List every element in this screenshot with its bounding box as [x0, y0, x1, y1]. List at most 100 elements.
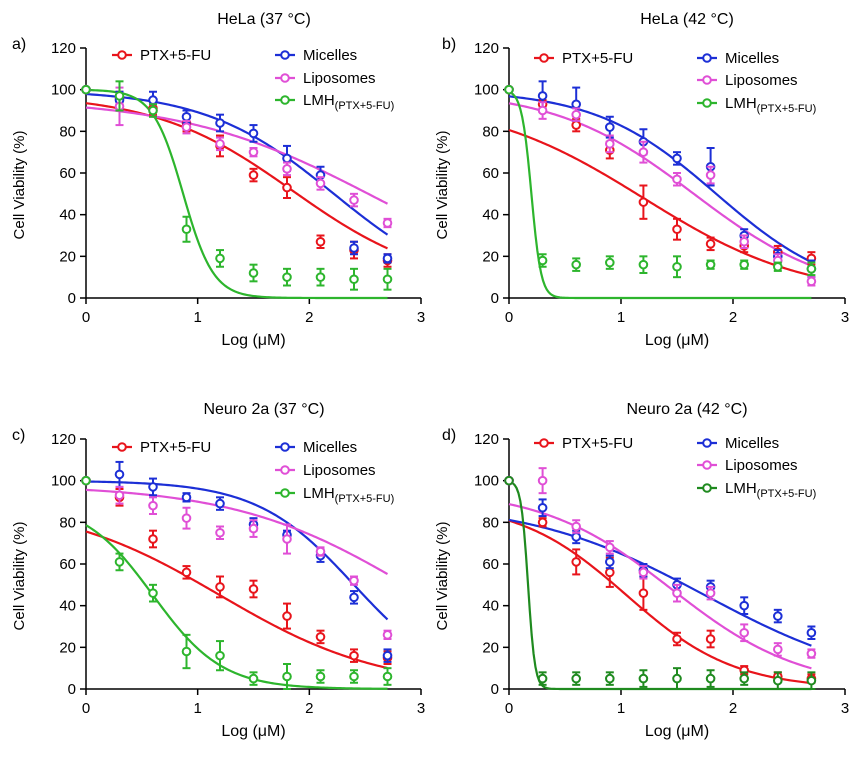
legend-swatch-marker [280, 73, 290, 83]
legend-label: Micelles [725, 435, 779, 452]
chart-panel-1: HeLa (37 °C) a) 0 20 40 60 80 100 120 0 1 2 3 Log (μM… [11, 11, 425, 349]
legend-label: Liposomes [725, 457, 798, 474]
data-point [114, 91, 125, 101]
series-liposomes [504, 84, 817, 287]
fit-curve-ptx-5-fu [85, 102, 388, 250]
data-point [605, 122, 615, 132]
data-point [571, 99, 582, 110]
fit-curve-ptx-5-fu [85, 530, 388, 670]
data-point [282, 272, 292, 282]
data-point [248, 268, 259, 278]
data-point [806, 648, 817, 659]
data-point [148, 482, 158, 492]
data-point [282, 534, 292, 544]
legend-label: Liposomes [303, 462, 376, 479]
data-point [705, 259, 716, 270]
legend-item: PTX+5-FU [112, 47, 211, 64]
data-point [672, 261, 682, 272]
data-point [215, 118, 225, 128]
x-axis-label: Log (μM) [221, 332, 285, 349]
data-point [537, 502, 548, 513]
data-point [705, 673, 716, 684]
data-point [537, 255, 548, 266]
data-point [739, 600, 750, 611]
data-point [181, 111, 192, 122]
x-tick-label: 1 [617, 309, 625, 326]
legend-label: LMH(PTX+5-FU) [725, 95, 816, 115]
legend-item: Liposomes [697, 457, 798, 474]
data-point [148, 105, 158, 116]
data-point [571, 120, 582, 130]
data-point [382, 218, 393, 228]
fit-curve-liposomes [508, 503, 812, 670]
fit-curve-micelles [508, 95, 812, 263]
data-point [181, 492, 192, 503]
legend-label: PTX+5-FU [562, 50, 633, 67]
chart-title: HeLa (37 °C) [217, 11, 311, 28]
y-axis-label: Cell Viability (%) [11, 131, 28, 240]
data-point [739, 259, 750, 270]
y-tick-label: 40 [482, 207, 499, 224]
data-point [81, 84, 91, 95]
data-point [215, 582, 225, 592]
series-lmh [504, 475, 817, 690]
data-point [605, 567, 615, 578]
y-tick-label: 0 [491, 681, 499, 698]
legend-label: LMH(PTX+5-FU) [725, 480, 816, 500]
legend-label-text: Liposomes [303, 70, 376, 87]
chart-panel-3: Neuro 2a (37 °C) c) 0 20 40 60 80 100 120 0 1 2 3 Log… [11, 401, 425, 740]
data-point [672, 588, 682, 598]
legend-label: LMH(PTX+5-FU) [303, 485, 394, 505]
data-point [605, 139, 615, 149]
data-point [672, 673, 682, 684]
legend-item: LMH(PTX+5-FU) [275, 92, 394, 112]
legend-item: Liposomes [275, 70, 376, 87]
fit-curve-ptx-5-fu [508, 519, 812, 685]
data-point [672, 634, 682, 644]
data-point [773, 261, 783, 272]
data-point [148, 95, 158, 105]
legend-label-text: Micelles [303, 47, 357, 64]
y-tick-label: 100 [474, 82, 499, 99]
data-point [114, 490, 125, 501]
data-point [537, 91, 548, 101]
legend-label: Liposomes [303, 70, 376, 87]
y-tick-label: 40 [59, 598, 76, 615]
legend-swatch-marker [280, 442, 290, 452]
data-point [504, 84, 514, 95]
legend-swatch-marker [117, 50, 127, 60]
data-point [672, 174, 682, 185]
y-tick-label: 40 [482, 598, 499, 615]
chart-title: HeLa (42 °C) [640, 11, 734, 28]
data-point [571, 109, 582, 120]
y-tick-label: 80 [59, 123, 76, 140]
data-point [181, 224, 192, 235]
data-point [705, 588, 716, 598]
data-point [215, 139, 225, 149]
y-tick-label: 0 [491, 290, 499, 307]
legend-swatch-marker [702, 98, 712, 108]
fit-curve-micelles [85, 480, 389, 621]
data-point [638, 673, 649, 684]
legend-item: LMH(PTX+5-FU) [275, 485, 394, 505]
x-tick-label: 3 [417, 309, 425, 326]
chart-panel-2: HeLa (42 °C) b) 0 20 40 60 80 100 120 0 1 2 3 Log (μM… [434, 11, 849, 349]
y-axis-label: Cell Viability (%) [434, 131, 451, 240]
x-tick-label: 2 [305, 309, 313, 326]
data-point [382, 671, 393, 682]
data-point [248, 584, 259, 594]
fit-curve-liposomes [508, 102, 812, 267]
data-point [148, 588, 158, 598]
fit-curve-lmh [85, 88, 388, 300]
data-point [773, 644, 783, 655]
data-point [148, 534, 158, 544]
data-point [382, 650, 393, 661]
legend-label: Micelles [725, 50, 779, 67]
fit-curve-lmh [508, 90, 812, 300]
fit-curve-liposomes [85, 488, 389, 576]
data-point [638, 588, 649, 598]
legend-swatch-marker [280, 95, 290, 105]
data-point [181, 567, 192, 578]
data-point [315, 671, 326, 682]
